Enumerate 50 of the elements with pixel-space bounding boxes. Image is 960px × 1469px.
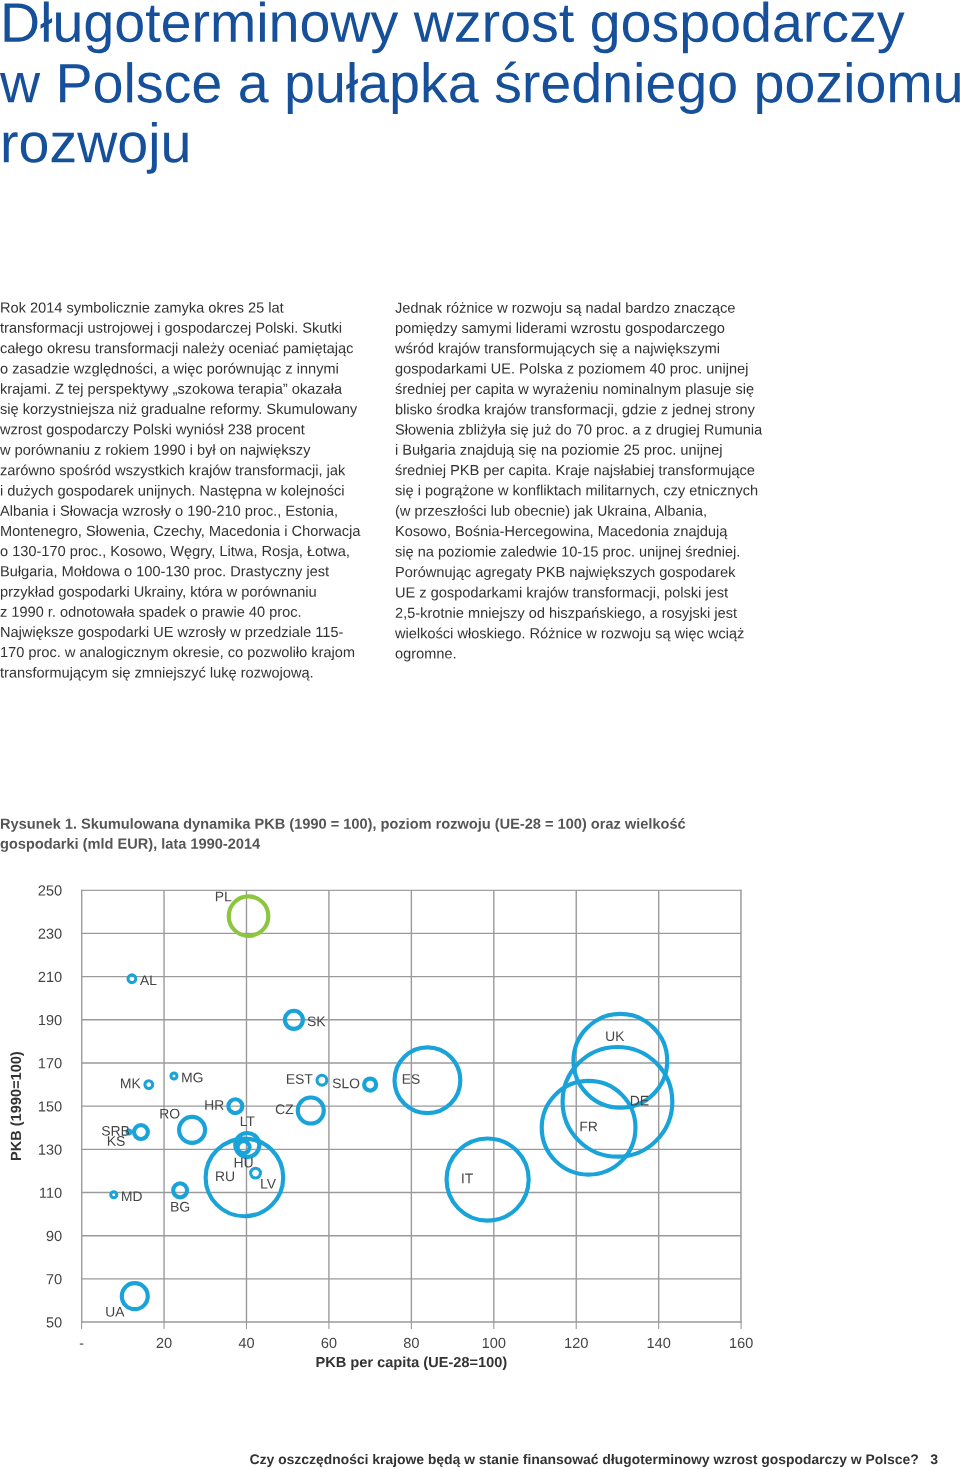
text: Jednak różnice w rozwoju są nadal bardzo znaczące pomiędzy samymi liderami wzrostu gospodarczego wśród krajów transformujących się a największymi gospodarkami UE. Polska z poziomem 40 proc. unijnej średniej per capita w wyrażeniu nominalnym plasuje się blisko środka krajów transformacji, gdzie z jednej strony Słowenia zbliżyła się już do 70 proc. a z drugiej Rumunia i Bułgaria znajdują się na poziomie 25 proc. unijnej średniej PKB per capita. Kraje najsłabiej transformujące się i pogrążone w konfliktach militarnych, czy etnicznych (w przeszłości lub obecnie) jak Ukraina, Albania, Kosowo, Bośnia-Hercegowina, Macedonia znajdują się na poziomie zaledwie 10-15 proc. unijnej średniej. Porównując agregaty PKB największych gospodarek UE z gospodarkami krajów transformacji, polski jest 2,5-krotnie mniejszy od hiszpańskiego, a rosyjski jest wielkości włoskiego. Różnice w rozwoju są więc wciąż ogromne. [394,302,763,662]
x-tick-label: 140 [647,1337,671,1349]
annotation: UA [106,1306,125,1317]
x-axis-title: PKB per capita (UE-28=100) [316,1356,507,1371]
y-tick-label: 130 [38,1144,62,1155]
x-tick-label: 120 [565,1337,588,1349]
annotation: SRB [101,1125,130,1136]
annotation: SK [307,1016,326,1027]
y-tick-label: 150 [38,1101,62,1112]
x-tick-label: 20 [156,1337,172,1349]
y-tick-label: 190 [38,1014,62,1026]
y-tick-label: 210 [38,971,62,983]
annotation: FR [580,1121,598,1132]
annotation: AL [139,975,157,986]
annotation: UK [606,1031,625,1042]
x-tick-label: 40 [238,1337,255,1349]
y-tick-label: 50 [46,1317,62,1328]
annotation: MK [121,1078,141,1089]
annotation: KS [107,1136,125,1146]
x-tick-label: 160 [730,1337,753,1349]
x-tick-label: 100 [482,1337,506,1349]
annotation: IT [462,1173,473,1184]
text: Rok 2014 symbolicznie zamyka okres 25 lat transformacji ustrojowej i gospodarczej Polski. Skutki całego okresu transformacji należy oceniać pamiętając o zasadzie względności, a więc porównując z innymi krajami. Z tej perspektywy „szokowa terapia” okazała się korzystniejsza niż gradualne reformy. Skumulowany wzrost gospodarczy Polski wyniósł 238 procent w porównaniu z rokiem 1990 i był on największy zarówno spośród wszystkich krajów transformacji, jak i dużych gospodarek unijnych. Następna w kolejności Albania i Słowacja wzrosły o 190-210 proc., Estonia, Montenegro, Słowenia, Czechy, Macedonia i Chorwacja o 130-170 proc., Kosowo, Węgry, Litwa, Rosja, Łotwa, Bułgaria, Mołdowa o 100-130 proc. Drastyczny jest przykład gospodarki Ukrainy, która w porównaniu z 1990 r. odnotowała spadek o prawie 40 proc. Największe gospodarki UE wzrosły w przedziale 115- 170 proc. w analogicznym okresie, co pozwoliło krajom transformującym się zmniejszyć lukę rozwojową. [0,302,361,681]
annotation: LT [240,1116,255,1126]
x-tick-label: 80 [403,1337,419,1349]
annotation: EST [286,1074,313,1084]
y-tick-label: 250 [38,885,62,896]
annotation: HU [234,1157,253,1168]
y-axis-title: PKB (1990=100) [10,1051,24,1161]
y-tick-label: 90 [46,1230,62,1242]
annotation: RO [160,1108,180,1119]
annotation: LV [261,1179,276,1189]
annotation: MD [122,1191,142,1202]
y-tick-label: 170 [38,1058,62,1069]
text: Czy oszczędności krajowe będą w stanie finansować długoterminowy wzrost gospodarczy w Polsce? 3 [250,1453,938,1467]
annotation: HR [205,1100,224,1110]
y-tick-label: 70 [46,1274,62,1285]
annotation: RU [216,1171,234,1182]
x-tick-label: - [79,1343,84,1345]
annotation: MG [182,1072,203,1083]
annotation: PL [215,891,232,902]
annotation: SLO [332,1078,360,1089]
annotation: BG [171,1201,190,1212]
annotation: ES [402,1074,420,1084]
y-tick-label: 110 [40,1187,62,1198]
chart-title: Długoterminowy wzrost gospodarczy w Polsce a pułapka średniego poziomu rozwoju [0,1,960,174]
x-tick-label: 60 [321,1337,337,1349]
annotation: CZ [275,1104,294,1115]
y-tick-label: 230 [38,928,62,939]
chart-subtitle: Rysunek 1. Skumulowana dynamika PKB (1990 = 100), poziom rozwoju (UE-28 = 100) oraz wielkość gospodarki (mld EUR), lata 1990-2014 [0,818,686,852]
